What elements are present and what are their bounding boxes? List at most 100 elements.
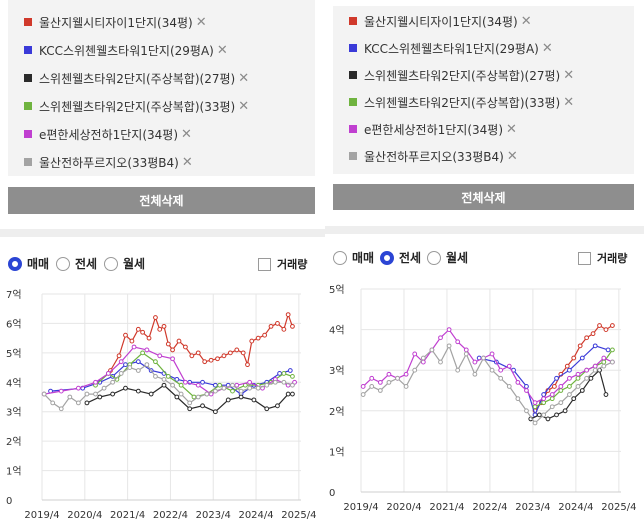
legend-label: 스위첸웰츠타워2단지(주상복합)(33평) <box>364 95 561 110</box>
data-point <box>127 365 133 370</box>
data-point <box>131 344 137 350</box>
close-icon[interactable]: ✕ <box>181 154 193 170</box>
radio-dot <box>427 250 441 265</box>
data-point <box>275 321 280 326</box>
radio-jeonse[interactable]: 전세 <box>56 255 97 272</box>
data-point <box>515 396 521 402</box>
radio-sale[interactable]: 매매 <box>333 249 374 266</box>
close-icon[interactable]: ✕ <box>563 67 575 83</box>
data-point <box>549 392 555 397</box>
y-tick-label: 4억 <box>329 325 345 337</box>
legend-color-swatch <box>349 44 357 52</box>
data-point <box>93 391 98 397</box>
data-point <box>481 355 486 361</box>
radio-label: 전세 <box>399 251 422 265</box>
data-point <box>579 355 585 361</box>
panel-left: 울산지웰시티자이1단지(34평) ✕ KCC스위첸웰츠타워1단지(29평A) ✕… <box>0 0 325 519</box>
data-point <box>58 388 64 394</box>
data-point <box>178 391 184 397</box>
data-point <box>588 375 594 381</box>
close-icon[interactable]: ✕ <box>181 126 192 142</box>
x-tick-label: 2023/4 <box>515 502 550 513</box>
close-icon[interactable]: ✕ <box>238 70 250 86</box>
data-point <box>281 326 287 332</box>
data-point <box>101 385 107 391</box>
data-point <box>584 375 590 381</box>
x-tick-label: 2024/4 <box>238 510 273 519</box>
divider <box>325 226 644 234</box>
data-point <box>281 371 287 376</box>
data-point <box>135 326 141 332</box>
data-point <box>412 351 418 357</box>
data-point <box>93 379 98 385</box>
data-point <box>489 351 495 357</box>
close-icon[interactable]: ✕ <box>563 94 575 110</box>
data-point <box>290 391 295 397</box>
data-point <box>429 347 435 353</box>
data-point <box>221 353 227 359</box>
radio-monthly[interactable]: 월세 <box>104 255 145 272</box>
data-point <box>455 339 461 345</box>
data-point <box>610 347 615 353</box>
data-point <box>571 355 577 361</box>
radio-jeonse[interactable]: 전세 <box>380 249 421 266</box>
data-point <box>575 384 581 389</box>
data-point <box>161 376 167 382</box>
x-tick-label: 2021/4 <box>110 510 145 519</box>
data-point <box>549 404 555 410</box>
x-tick-label: 2020/4 <box>386 502 421 513</box>
close-icon[interactable]: ✕ <box>506 148 518 164</box>
legend-item: KCC스위첸웰츠타워1단지(29평A) ✕ <box>24 40 228 60</box>
data-point <box>230 388 235 394</box>
delete-all-button[interactable]: 전체삭제 <box>333 184 634 210</box>
data-point <box>285 391 291 397</box>
x-tick-label: 2022/4 <box>472 502 507 513</box>
data-point <box>272 379 278 385</box>
data-point <box>403 371 409 377</box>
legend-label: KCC스위첸웰츠타워1단지(29평A) <box>39 43 214 58</box>
data-point <box>178 382 184 388</box>
data-point <box>551 384 557 389</box>
data-point <box>549 396 555 402</box>
data-point <box>234 347 240 353</box>
data-point <box>567 384 572 389</box>
close-icon[interactable]: ✕ <box>506 121 517 137</box>
data-point <box>174 376 180 382</box>
delete-all-button[interactable]: 전체삭제 <box>8 187 315 214</box>
data-point <box>281 379 287 385</box>
data-point <box>515 379 521 385</box>
data-point <box>603 392 609 397</box>
price-chart: 0 1억 2억 3억 4억 5억 2019/4 2020/4 2021/4 2022/4 2023/… <box>329 284 636 513</box>
data-point <box>558 388 564 393</box>
radio-dot <box>8 256 22 271</box>
legend-item: e편한세상전하1단지(34평) ✕ <box>24 124 192 144</box>
radio-dot <box>104 256 118 271</box>
y-tick-label: 7억 <box>6 289 22 301</box>
close-icon[interactable]: ✕ <box>216 42 228 58</box>
close-icon[interactable]: ✕ <box>541 40 553 56</box>
data-point <box>597 323 602 328</box>
legend-label: 스위첸웰츠타워2단지(주상복합)(27평) <box>39 71 236 86</box>
data-point <box>290 323 295 329</box>
data-point <box>532 404 538 410</box>
data-point <box>277 371 282 376</box>
volume-checkbox[interactable]: 거래량 <box>578 250 627 266</box>
data-point <box>506 384 512 389</box>
data-point <box>135 388 141 394</box>
data-point <box>84 391 90 397</box>
data-point <box>601 355 607 361</box>
close-icon[interactable]: ✕ <box>238 98 250 114</box>
data-point <box>157 353 163 359</box>
x-tick-label: 2019/4 <box>24 510 59 519</box>
close-icon[interactable]: ✕ <box>195 14 207 30</box>
radio-monthly[interactable]: 월세 <box>427 249 468 266</box>
data-point <box>129 338 135 344</box>
data-point <box>118 371 124 376</box>
data-point <box>161 382 167 388</box>
legend-color-swatch <box>349 152 357 160</box>
close-icon[interactable]: ✕ <box>520 13 532 29</box>
volume-checkbox[interactable]: 거래량 <box>258 256 307 272</box>
checkbox-box <box>258 257 271 271</box>
radio-sale[interactable]: 매매 <box>8 255 49 272</box>
x-tick-label: 2020/4 <box>67 510 102 519</box>
